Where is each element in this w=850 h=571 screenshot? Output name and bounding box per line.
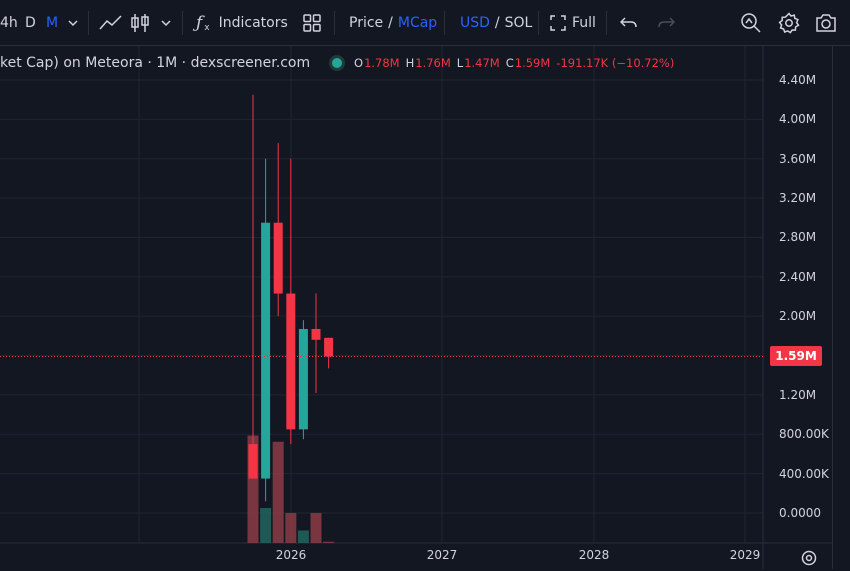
x-tick-label: 2028 (578, 548, 610, 562)
undo-icon (620, 17, 637, 28)
line-chart-icon (99, 15, 122, 30)
candle-body (273, 222, 283, 294)
price-mcap-separator: / (388, 15, 393, 31)
usd-option[interactable]: USD (460, 15, 490, 31)
line-chart-button[interactable] (99, 0, 123, 46)
volume-bar (310, 513, 322, 543)
right-scrollbar[interactable] (832, 46, 850, 569)
last-price-label: 1.59M (770, 346, 822, 366)
y-tick-label: 1.20M (779, 388, 817, 402)
market-status-dot (332, 58, 343, 68)
chart-type-dropdown[interactable] (160, 0, 172, 46)
y-tick-label: 4.40M (779, 73, 817, 87)
y-tick-label: 2.80M (779, 230, 817, 244)
y-tick-label: 0.0000 (779, 506, 821, 520)
chevron-down-icon (68, 20, 78, 27)
currency-toggle[interactable]: USD / SOL (460, 0, 532, 46)
redo-button[interactable] (657, 0, 675, 46)
volume-bar (260, 508, 272, 543)
y-tick-label: 800.00K (779, 427, 829, 441)
candles-icon (131, 14, 149, 32)
interval-m[interactable]: M (46, 0, 58, 46)
chart-legend-title: ket Cap) on Meteora · 1M · dexscreener.c… (0, 55, 311, 71)
toolbar-divider (444, 11, 445, 35)
interval-dropdown[interactable] (67, 0, 79, 46)
camera-icon (816, 14, 836, 32)
candle-body (286, 293, 296, 430)
candlestick-series (248, 94, 334, 502)
fullscreen-icon (550, 15, 566, 31)
candle-body (324, 337, 334, 357)
toolbar-divider (334, 11, 335, 35)
y-tick-label: 4.00M (779, 112, 817, 126)
chart-pane[interactable] (0, 46, 850, 569)
currency-separator: / (494, 15, 500, 31)
interval-d-label: D (25, 15, 36, 31)
close-key: C (505, 56, 514, 70)
grid-layout-icon (303, 14, 321, 32)
candle-body (298, 328, 308, 430)
volume-bar (272, 441, 284, 543)
y-tick-label: 3.60M (779, 152, 817, 166)
function-icon-subscript: x (204, 23, 210, 33)
price-mcap-toggle[interactable]: Price / MCap (349, 0, 437, 46)
toolbar-divider (606, 11, 607, 35)
candle-body (261, 222, 271, 479)
search-icon (741, 13, 761, 33)
toolbar-divider (538, 11, 539, 35)
ohlc-values: O 1.78M H 1.76M L 1.47M C 1.59M -191.17K (−1… (354, 52, 680, 74)
chart-grid (0, 46, 832, 569)
fullscreen-button[interactable]: Full (550, 0, 596, 46)
low-key: L (456, 56, 464, 70)
candles-button[interactable] (130, 0, 150, 46)
candle-body (311, 328, 321, 340)
mcap-option[interactable]: MCap (397, 15, 438, 31)
x-tick-label: 2026 (275, 548, 307, 562)
toolbar-divider (88, 11, 89, 35)
y-tick-label: 400.00K (779, 467, 829, 481)
interval-4h[interactable]: 4h (0, 0, 18, 46)
interval-m-label: M (46, 15, 59, 31)
quick-search-button[interactable] (740, 0, 762, 46)
indicators-label: Indicators (218, 15, 288, 31)
low-value: 1.47M (464, 56, 500, 70)
volume-bar (247, 435, 259, 543)
x-tick-label: 2027 (426, 548, 458, 562)
layout-button[interactable] (303, 0, 321, 46)
change-value: -191.17K (−10.72%) (556, 56, 675, 70)
volume-bar (285, 513, 297, 543)
volume-bar (323, 541, 335, 543)
candle-body (248, 444, 258, 479)
toolbar-divider (182, 11, 183, 35)
high-key: H (405, 56, 415, 70)
price-option[interactable]: Price (349, 15, 384, 31)
axis-settings-button[interactable] (800, 549, 818, 571)
chart-legend: ket Cap) on Meteora · 1M · dexscreener.c… (0, 52, 343, 74)
y-tick-label: 2.40M (779, 270, 817, 284)
chevron-down-icon (161, 20, 171, 27)
undo-button[interactable] (620, 0, 638, 46)
interval-d[interactable]: D (25, 0, 36, 46)
gear-icon (778, 12, 800, 34)
volume-bar (297, 530, 309, 543)
high-value: 1.76M (415, 56, 451, 70)
gear-icon (801, 550, 817, 566)
y-tick-label: 3.20M (779, 191, 817, 205)
function-icon: ƒ (196, 13, 203, 33)
open-value: 1.78M (364, 56, 400, 70)
x-tick-label: 2029 (729, 548, 761, 562)
full-label: Full (572, 15, 596, 31)
redo-icon (658, 17, 675, 28)
screenshot-button[interactable] (815, 0, 837, 46)
sol-option[interactable]: SOL (504, 15, 533, 31)
interval-4h-label: 4h (0, 15, 18, 31)
y-tick-label: 2.00M (779, 309, 817, 323)
open-key: O (354, 56, 364, 70)
close-value: 1.59M (514, 56, 551, 70)
volume-bars (247, 435, 335, 543)
settings-button[interactable] (778, 0, 800, 46)
